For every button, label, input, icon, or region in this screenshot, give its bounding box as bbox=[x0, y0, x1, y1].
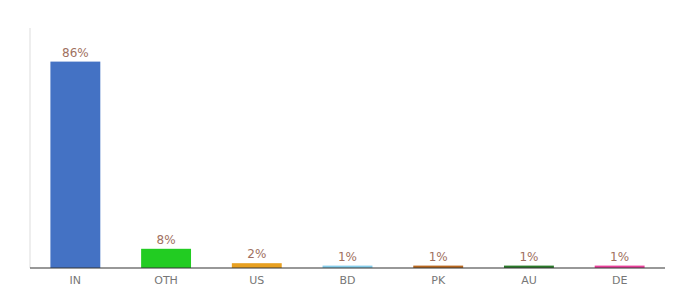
x-tick-label: BD bbox=[339, 274, 355, 287]
bar bbox=[141, 249, 191, 268]
y-axis-line bbox=[30, 28, 31, 268]
data-label: 86% bbox=[62, 46, 89, 60]
bar bbox=[50, 62, 100, 268]
data-label: 1% bbox=[429, 250, 448, 264]
bars bbox=[50, 62, 644, 268]
chart-svg: IN OTH US BD PK AU DE 86% 8% 2% 1% 1% 1% 1% bbox=[0, 0, 680, 300]
x-tick-label: PK bbox=[431, 274, 446, 287]
x-tick-label: OTH bbox=[154, 274, 178, 287]
data-labels: 86% 8% 2% 1% 1% 1% 1% bbox=[62, 46, 629, 264]
x-tick-label: AU bbox=[521, 274, 537, 287]
chart-container: IN OTH US BD PK AU DE 86% 8% 2% 1% 1% 1% 1% bbox=[0, 0, 680, 300]
data-label: 1% bbox=[610, 250, 629, 264]
x-tick-label: US bbox=[249, 274, 264, 287]
bar bbox=[232, 263, 282, 268]
data-label: 2% bbox=[247, 247, 266, 261]
x-tick-labels: IN OTH US BD PK AU DE bbox=[70, 274, 628, 287]
x-tick-label: DE bbox=[612, 274, 627, 287]
data-label: 1% bbox=[519, 250, 538, 264]
x-axis-line bbox=[30, 267, 665, 268]
data-label: 1% bbox=[338, 250, 357, 264]
x-tick-label: IN bbox=[70, 274, 81, 287]
data-label: 8% bbox=[157, 233, 176, 247]
